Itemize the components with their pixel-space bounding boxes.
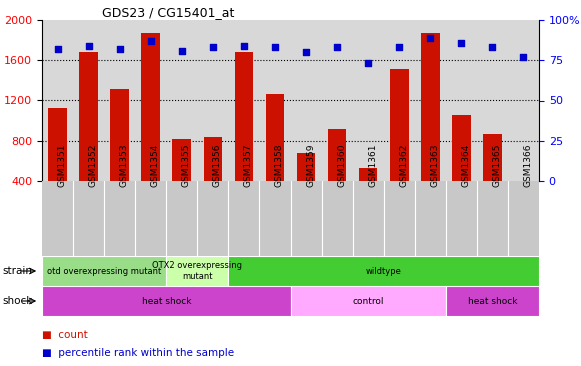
Text: ■  count: ■ count xyxy=(42,330,88,340)
Text: wildtype: wildtype xyxy=(366,266,401,276)
Text: GSM1364: GSM1364 xyxy=(461,143,471,187)
Text: GSM1357: GSM1357 xyxy=(244,143,253,187)
Bar xyxy=(446,286,539,316)
Bar xyxy=(328,129,346,181)
Point xyxy=(146,38,155,44)
Bar xyxy=(359,168,378,181)
Text: strain: strain xyxy=(3,266,33,276)
Text: control: control xyxy=(353,296,384,306)
Text: heat shock: heat shock xyxy=(468,296,517,306)
Text: GSM1358: GSM1358 xyxy=(275,143,284,187)
Text: GSM1359: GSM1359 xyxy=(306,143,315,187)
Bar xyxy=(42,286,290,316)
Text: heat shock: heat shock xyxy=(142,296,191,306)
Bar xyxy=(110,89,129,181)
Text: GSM1352: GSM1352 xyxy=(88,143,98,187)
Point xyxy=(519,54,528,60)
Point xyxy=(115,46,124,52)
Text: GSM1353: GSM1353 xyxy=(120,143,128,187)
Bar xyxy=(514,181,533,182)
Text: GSM1366: GSM1366 xyxy=(523,143,532,187)
Point xyxy=(332,44,342,50)
Text: otd overexpressing mutant: otd overexpressing mutant xyxy=(47,266,162,276)
Bar xyxy=(452,115,471,181)
Point xyxy=(488,44,497,50)
Point xyxy=(302,49,311,55)
Bar xyxy=(390,69,408,181)
Text: OTX2 overexpressing
mutant: OTX2 overexpressing mutant xyxy=(152,261,242,281)
Bar xyxy=(42,256,166,286)
Bar xyxy=(173,139,191,181)
Text: shock: shock xyxy=(3,296,33,306)
Point xyxy=(208,44,217,50)
Text: GSM1361: GSM1361 xyxy=(368,143,377,187)
Point xyxy=(239,43,249,49)
Text: GSM1351: GSM1351 xyxy=(58,143,67,187)
Text: GSM1354: GSM1354 xyxy=(150,143,160,187)
Text: GSM1355: GSM1355 xyxy=(182,143,191,187)
Bar xyxy=(297,153,315,181)
Bar xyxy=(290,286,446,316)
Point xyxy=(84,43,93,49)
Bar xyxy=(48,108,67,181)
Point xyxy=(364,60,373,66)
Bar xyxy=(203,137,222,181)
Bar xyxy=(235,52,253,181)
Text: GSM1363: GSM1363 xyxy=(431,143,439,187)
Point xyxy=(457,40,466,45)
Point xyxy=(426,35,435,41)
Bar xyxy=(79,52,98,181)
Bar xyxy=(166,256,228,286)
Text: GDS23 / CG15401_at: GDS23 / CG15401_at xyxy=(102,6,234,19)
Point xyxy=(53,46,62,52)
Text: ■  percentile rank within the sample: ■ percentile rank within the sample xyxy=(42,348,234,358)
Text: GSM1356: GSM1356 xyxy=(213,143,222,187)
Bar xyxy=(483,134,502,181)
Bar xyxy=(141,33,160,181)
Bar xyxy=(421,33,440,181)
Bar xyxy=(228,256,539,286)
Text: GSM1362: GSM1362 xyxy=(399,143,408,187)
Text: GSM1360: GSM1360 xyxy=(337,143,346,187)
Text: GSM1365: GSM1365 xyxy=(493,143,501,187)
Point xyxy=(270,44,279,50)
Point xyxy=(394,44,404,50)
Point xyxy=(177,48,187,53)
Bar xyxy=(266,94,284,181)
